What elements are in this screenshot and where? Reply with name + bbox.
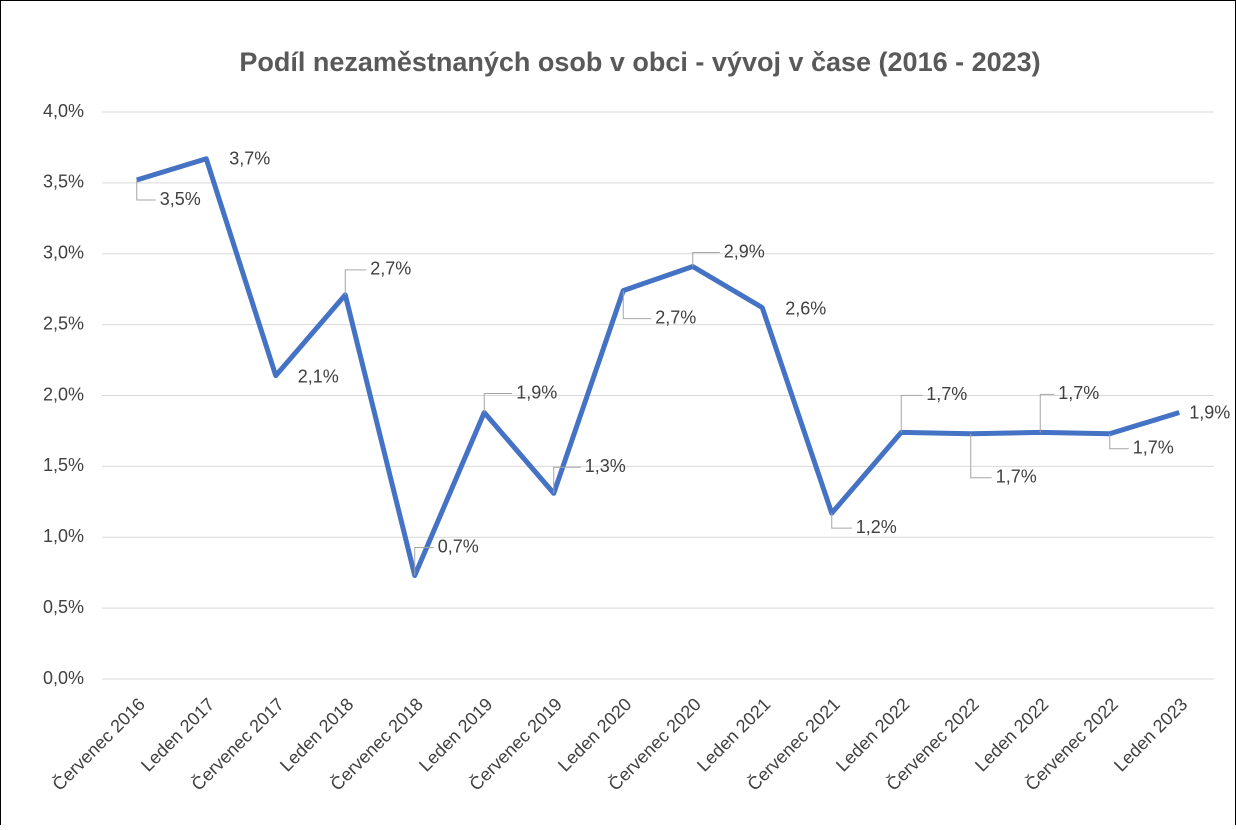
y-tick-label: 1,5%	[43, 455, 84, 475]
leader-line	[483, 393, 513, 413]
leader-line	[1039, 393, 1055, 433]
leader-line	[344, 269, 367, 295]
line-series	[136, 156, 1180, 579]
y-tick-label: 2,0%	[43, 384, 84, 404]
data-label: 3,5%	[160, 189, 201, 209]
y-tick-label: 1,0%	[43, 526, 84, 546]
data-label: 2,9%	[724, 241, 765, 261]
y-tick-label: 4,0%	[43, 101, 84, 121]
data-label: 2,1%	[298, 366, 339, 386]
y-tick-label: 3,5%	[43, 172, 84, 192]
data-label: 2,7%	[655, 307, 696, 327]
y-tick-label: 0,0%	[43, 668, 84, 688]
leader-line	[136, 180, 156, 201]
leader-line	[553, 466, 581, 494]
leader-line	[1109, 433, 1129, 450]
data-label: 1,3%	[585, 456, 626, 476]
leader-line	[831, 513, 852, 529]
data-label: 1,7%	[996, 467, 1037, 487]
data-label: 0,7%	[438, 536, 479, 556]
data-label: 3,7%	[229, 149, 270, 169]
data-label: 2,7%	[370, 259, 411, 279]
chart-title: Podíl nezaměstnaných osob v obci - vývoj…	[239, 47, 1040, 77]
data-label: 1,7%	[1058, 383, 1099, 403]
data-label: 1,9%	[516, 382, 557, 402]
y-tick-label: 3,0%	[43, 243, 84, 263]
leader-line	[692, 252, 720, 267]
data-label: 2,6%	[785, 298, 826, 318]
data-label: 1,9%	[1189, 402, 1230, 422]
y-tick-label: 0,5%	[43, 597, 84, 617]
leader-line	[900, 394, 923, 433]
data-label: 1,2%	[856, 517, 897, 537]
leader-line	[414, 547, 434, 576]
leader-line	[970, 433, 992, 479]
data-label: 1,7%	[926, 384, 967, 404]
leader-line	[622, 290, 652, 320]
data-label: 1,7%	[1133, 438, 1174, 458]
y-tick-label: 2,5%	[43, 313, 84, 333]
